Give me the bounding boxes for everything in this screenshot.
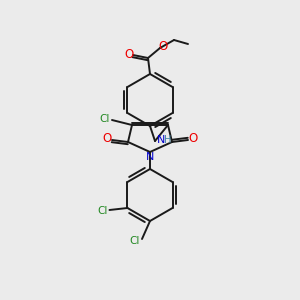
Text: O: O — [188, 133, 198, 146]
Text: H: H — [164, 135, 172, 145]
Text: Cl: Cl — [97, 206, 108, 216]
Text: O: O — [102, 133, 112, 146]
Text: Cl: Cl — [130, 236, 140, 246]
Text: O: O — [124, 49, 134, 62]
Text: O: O — [158, 40, 168, 52]
Text: N: N — [157, 135, 165, 145]
Text: Cl: Cl — [100, 114, 110, 124]
Text: N: N — [146, 152, 154, 162]
